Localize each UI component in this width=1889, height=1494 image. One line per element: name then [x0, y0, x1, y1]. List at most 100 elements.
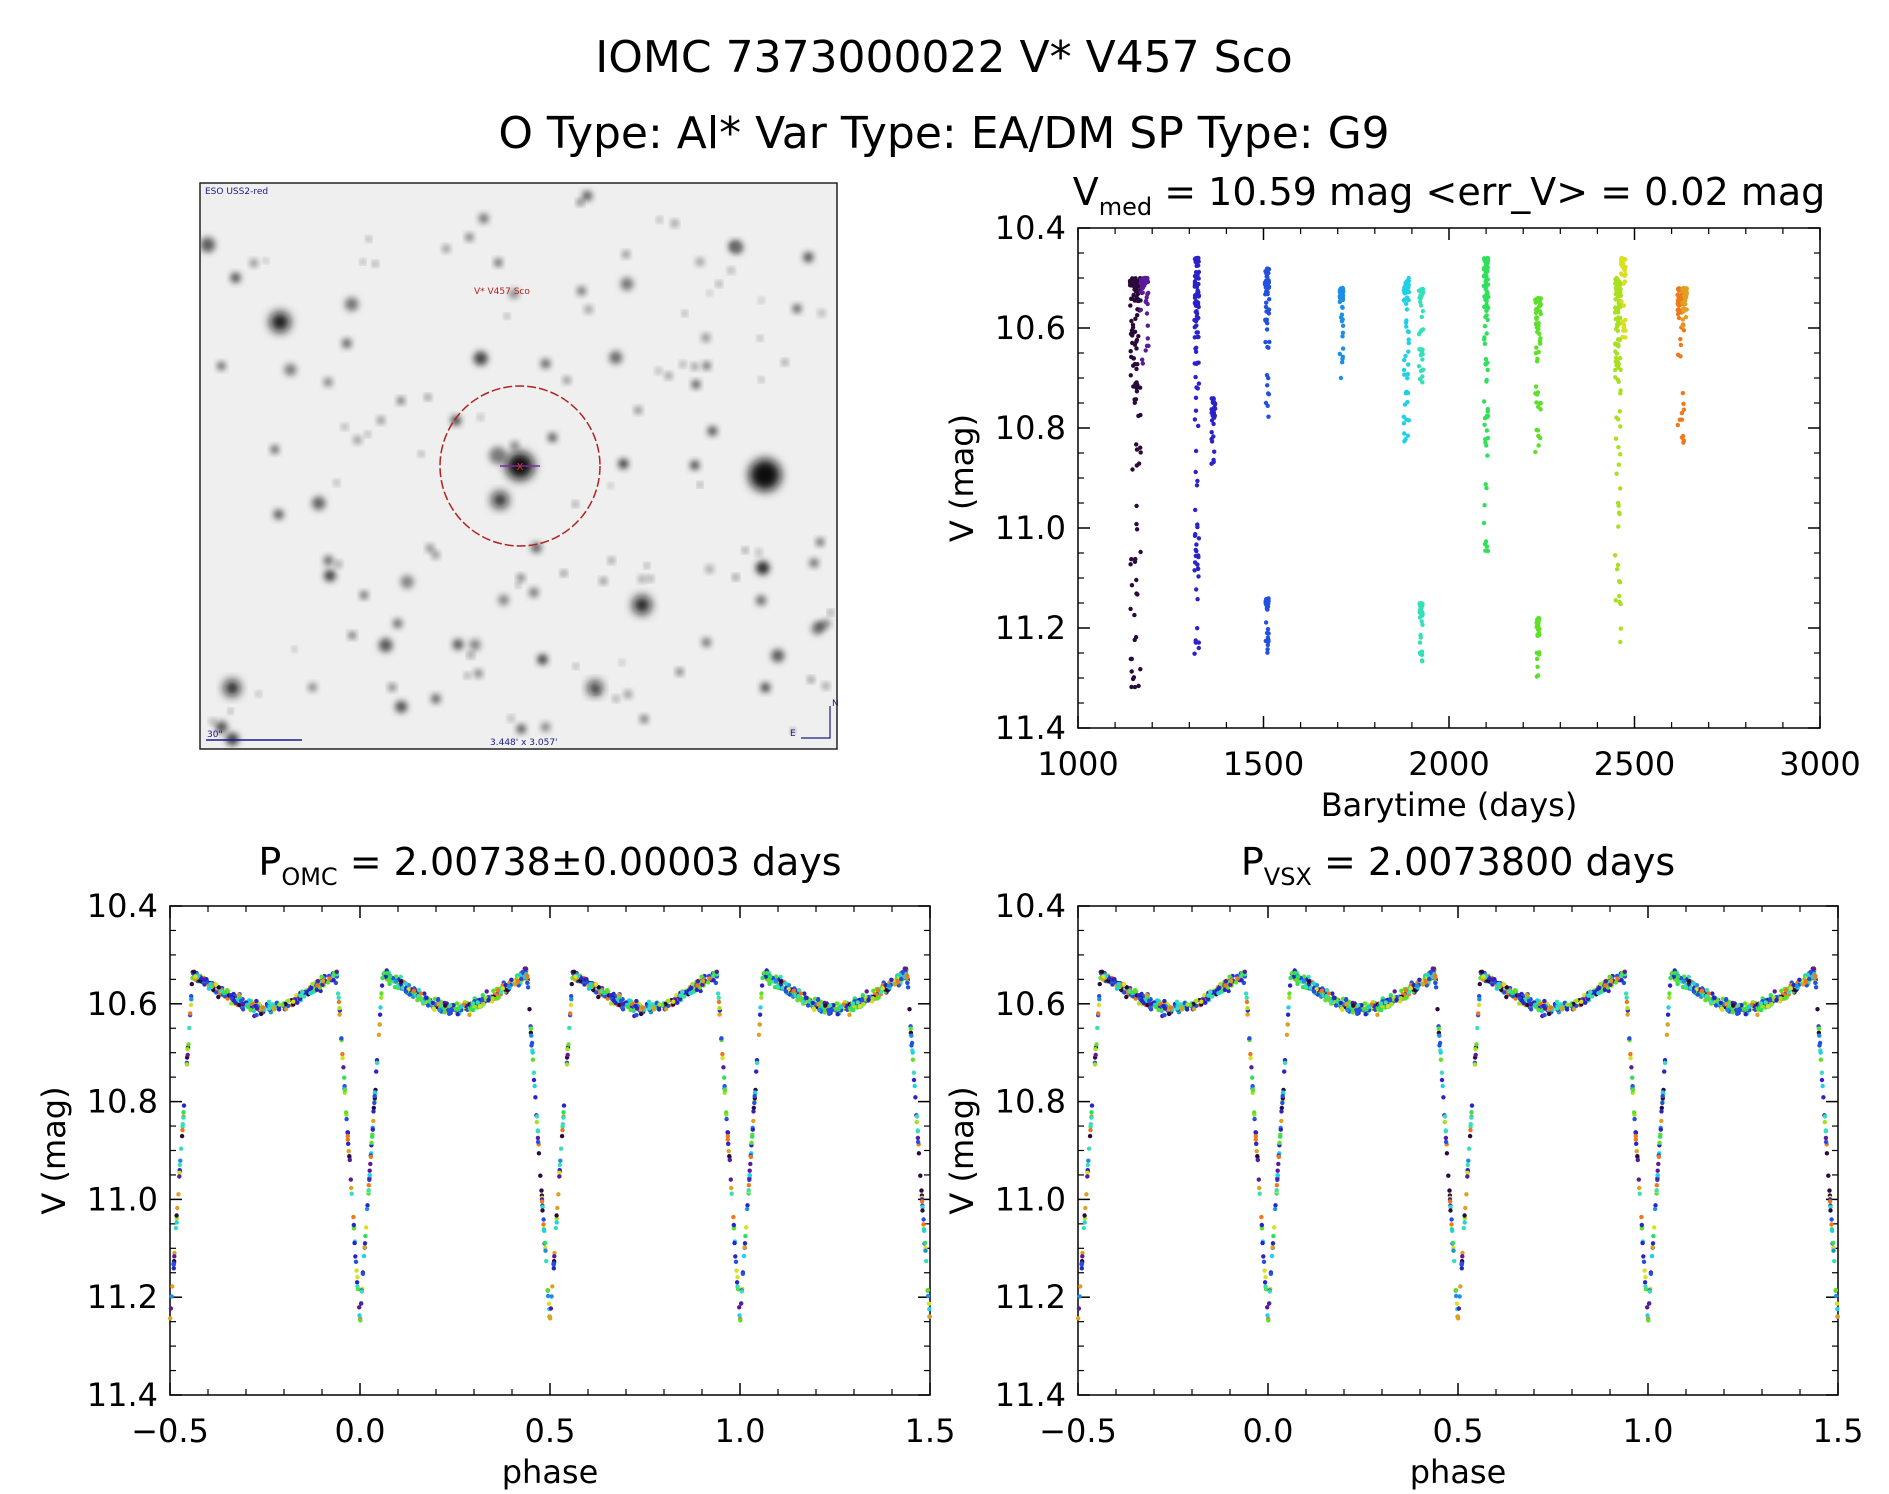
data-point — [690, 981, 695, 987]
data-point — [751, 1105, 756, 1111]
data-point — [1132, 612, 1137, 618]
data-point — [416, 987, 422, 993]
data-point — [905, 980, 910, 985]
data-point — [1534, 315, 1540, 320]
star — [537, 654, 548, 665]
data-point — [1417, 977, 1422, 982]
data-point — [1420, 286, 1426, 292]
data-point — [634, 998, 639, 1004]
data-point — [1453, 1293, 1459, 1299]
data-point — [340, 1055, 345, 1061]
data-point — [1406, 297, 1411, 303]
data-point — [539, 1188, 544, 1193]
data-point — [1389, 1002, 1394, 1007]
data-point — [1259, 1222, 1265, 1228]
data-point — [1282, 1069, 1287, 1074]
data-point — [1613, 355, 1619, 361]
y-tick-label: 11.4 — [87, 1376, 158, 1414]
data-point — [1623, 335, 1628, 340]
target-circle — [439, 385, 601, 547]
data-point — [337, 1012, 342, 1017]
star — [395, 700, 408, 713]
data-point — [1830, 1228, 1835, 1234]
data-point — [1128, 303, 1133, 308]
data-point — [1820, 1083, 1825, 1089]
x-tick-label: 2500 — [1594, 745, 1675, 783]
data-point — [1485, 413, 1491, 419]
data-point — [1681, 293, 1687, 298]
data-point — [1116, 981, 1121, 987]
data-point — [378, 1005, 383, 1010]
data-point — [178, 1158, 183, 1163]
data-point — [715, 991, 721, 996]
data-point — [379, 991, 384, 996]
star — [561, 570, 567, 576]
star — [584, 305, 593, 314]
data-point — [815, 997, 821, 1003]
data-point — [1613, 349, 1618, 354]
data-point — [1253, 1137, 1259, 1142]
data-point — [1134, 442, 1139, 447]
data-point — [1263, 1284, 1268, 1289]
data-point — [1463, 1205, 1468, 1211]
data-point — [740, 1271, 746, 1277]
data-point — [1615, 976, 1620, 981]
data-point — [698, 988, 703, 994]
data-point — [314, 987, 320, 992]
data-point — [1196, 381, 1202, 386]
star — [816, 538, 824, 546]
data-point — [1261, 1259, 1267, 1265]
data-point — [366, 1188, 371, 1193]
y-tick-label: 10.6 — [87, 985, 158, 1023]
data-point — [1267, 297, 1272, 302]
data-point — [910, 1057, 916, 1062]
data-point — [1196, 281, 1201, 287]
data-point — [1134, 346, 1139, 351]
data-point — [1613, 367, 1618, 373]
data-point — [455, 1012, 460, 1017]
data-point — [1130, 990, 1135, 996]
data-point — [1534, 674, 1540, 679]
star — [760, 682, 771, 693]
data-point — [742, 1245, 747, 1250]
data-point — [866, 997, 871, 1002]
data-point — [1340, 360, 1345, 365]
data-point — [1815, 1007, 1820, 1012]
data-point — [1616, 315, 1621, 320]
data-point — [552, 1254, 557, 1259]
x-tick-label: 2000 — [1408, 745, 1489, 783]
data-point — [319, 974, 324, 979]
data-point — [1730, 1010, 1735, 1015]
data-point — [1419, 605, 1424, 611]
data-point — [1228, 978, 1234, 984]
data-point — [760, 975, 765, 981]
data-point — [368, 1161, 373, 1167]
data-point — [568, 1011, 573, 1016]
data-point — [920, 1208, 925, 1213]
data-point — [1619, 299, 1624, 304]
data-point — [1194, 309, 1199, 314]
data-point — [1276, 1161, 1281, 1167]
data-point — [341, 1065, 346, 1070]
data-point — [1195, 562, 1200, 567]
star — [756, 549, 762, 555]
data-point — [1138, 307, 1144, 313]
data-point — [556, 1192, 561, 1197]
data-point — [1193, 638, 1198, 643]
data-point — [1193, 507, 1198, 513]
data-point — [1404, 417, 1409, 422]
data-point — [1404, 307, 1410, 312]
data-point — [749, 1140, 754, 1146]
data-point — [1388, 993, 1394, 998]
data-point — [1618, 486, 1623, 491]
data-point — [1679, 435, 1685, 440]
data-point — [353, 1254, 358, 1259]
y-tick-label: 10.4 — [87, 887, 158, 925]
data-point — [1615, 288, 1620, 293]
data-point — [1675, 311, 1681, 317]
data-point — [657, 1002, 662, 1007]
chart-phase-omc: POMC = 2.00738±0.00003 days−0.5 0.0 0.5 1.0… — [35, 840, 955, 1491]
data-point — [904, 973, 910, 978]
data-point — [880, 986, 885, 991]
data-point — [1818, 1057, 1824, 1062]
